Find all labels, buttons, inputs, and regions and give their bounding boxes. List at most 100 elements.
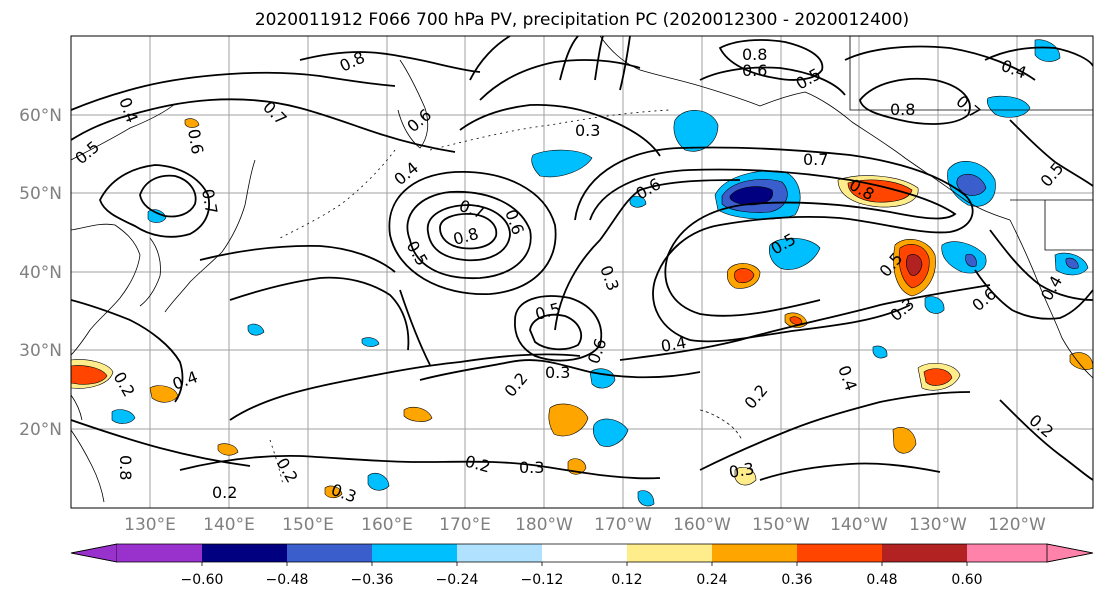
contour-label: 0.2	[212, 483, 237, 502]
pv-contour	[299, 51, 481, 73]
pv-contours	[71, 36, 1093, 481]
precip-blob	[324, 485, 343, 499]
pv-contour	[199, 244, 396, 273]
contour-label: 0.8	[116, 455, 135, 480]
graticule	[71, 36, 1093, 508]
aleutian-dots	[429, 109, 671, 151]
pv-contour	[426, 204, 511, 262]
map-panel: 0.8 0.4 0.5 0.7 0.6 0.7 0.3 0.6 0.7 0.8 …	[19, 35, 1094, 535]
colorbar-tick-label: −0.60	[181, 572, 224, 588]
colorbar-tick-label: 0.48	[866, 572, 897, 588]
precip-blob	[923, 368, 953, 386]
precip-blob	[847, 179, 913, 203]
contour-label: 0.7	[803, 150, 828, 169]
lon-label-160e: 160°E	[361, 515, 413, 535]
pv-contour	[479, 59, 641, 101]
pv-contour	[984, 46, 1093, 67]
alaska-coast	[599, 36, 1011, 221]
precip-blob	[111, 409, 136, 424]
precip-blob	[965, 253, 977, 267]
precip-blob	[905, 254, 923, 276]
pv-contour	[406, 190, 532, 279]
precip-blob	[367, 473, 390, 491]
pv-contour	[71, 71, 396, 111]
colorbar-ticks	[201, 562, 968, 566]
pv-contour	[989, 229, 1093, 301]
colorbar-bin	[542, 544, 627, 562]
precip-blob	[734, 268, 755, 284]
pv-contour	[71, 419, 251, 467]
precip-blob	[403, 406, 433, 422]
coastlines	[71, 36, 1093, 503]
colorbar-tick-label: −0.48	[266, 572, 309, 588]
pv-contour	[419, 359, 701, 381]
precip-blob	[924, 296, 945, 314]
japan-coast	[164, 159, 256, 313]
lon-label-130w: 130°W	[909, 515, 967, 535]
contour-label: 0.6	[184, 127, 207, 155]
colorbar-tick-label: 0.36	[781, 572, 812, 588]
kuril-dots	[279, 149, 396, 239]
precip-blob	[729, 186, 773, 206]
precip-blob	[734, 467, 757, 486]
contour-label: 0.6	[742, 61, 767, 80]
pv-contour	[99, 164, 210, 238]
lon-label-130e: 130°E	[124, 515, 176, 535]
precip-blob	[592, 418, 629, 447]
pv-contour	[229, 276, 410, 351]
pv-contour	[388, 171, 557, 295]
lat-label-40n: 40°N	[19, 263, 62, 283]
colorbar-tick-label: −0.24	[436, 572, 479, 588]
pv-contour	[529, 313, 582, 351]
precip-shading	[71, 39, 1093, 507]
pv-contour	[71, 299, 184, 403]
colorbar-tick-label: 0.12	[611, 572, 642, 588]
pv-contour	[139, 174, 197, 218]
pv-contour	[554, 179, 741, 331]
precip-blob	[147, 209, 167, 223]
asia-coast	[71, 103, 176, 356]
precip-blob	[184, 118, 200, 128]
precip-blob	[1065, 257, 1079, 269]
pv-contour	[999, 399, 1093, 481]
lat-label-50n: 50°N	[19, 184, 62, 204]
colorbar-tick-label: 0.24	[696, 572, 727, 588]
lat-label-60n: 60°N	[19, 106, 62, 126]
colorbar-extend-high	[1046, 543, 1094, 563]
pv-contour	[179, 454, 661, 480]
lon-axis: 130°E 140°E 150°E 160°E 170°E 180°W 170°…	[124, 515, 1046, 535]
precip-blob	[548, 403, 589, 437]
lon-label-150e: 150°E	[282, 515, 334, 535]
lon-label-160w: 160°W	[673, 515, 731, 535]
pv-contour	[229, 353, 581, 421]
pv-contour	[844, 45, 1036, 81]
pv-contour	[589, 168, 957, 317]
colorbar-bin	[287, 544, 372, 562]
precip-blob	[956, 173, 987, 196]
lon-label-140e: 140°E	[203, 515, 255, 535]
contour-label: 0.3	[519, 458, 544, 477]
pv-contour	[469, 36, 511, 81]
pv-contour	[759, 462, 941, 481]
colorbar-tick-label: −0.12	[521, 572, 564, 588]
pv-contour	[459, 103, 661, 157]
na-coast	[1009, 219, 1093, 379]
precip-blob	[71, 365, 108, 385]
colorbar-tick-label: 0.60	[951, 572, 982, 588]
pv-contour	[718, 39, 824, 81]
colorbar-bin	[457, 544, 542, 562]
contour-label: 0.4	[659, 333, 687, 356]
pv-contour	[699, 66, 846, 96]
precip-blob	[361, 337, 380, 347]
contour-label: 0.3	[575, 121, 600, 140]
precip-blob	[217, 443, 239, 456]
lat-label-30n: 30°N	[19, 341, 62, 361]
lon-label-150w: 150°W	[752, 515, 810, 535]
precip-blob	[247, 323, 265, 336]
map-frame	[70, 35, 1094, 509]
pv-contour	[1009, 119, 1093, 187]
colorbar-tick-label: −0.36	[351, 572, 394, 588]
pv-contour	[399, 289, 431, 366]
precip-blob	[1034, 39, 1061, 62]
mariana-dots	[269, 439, 284, 486]
